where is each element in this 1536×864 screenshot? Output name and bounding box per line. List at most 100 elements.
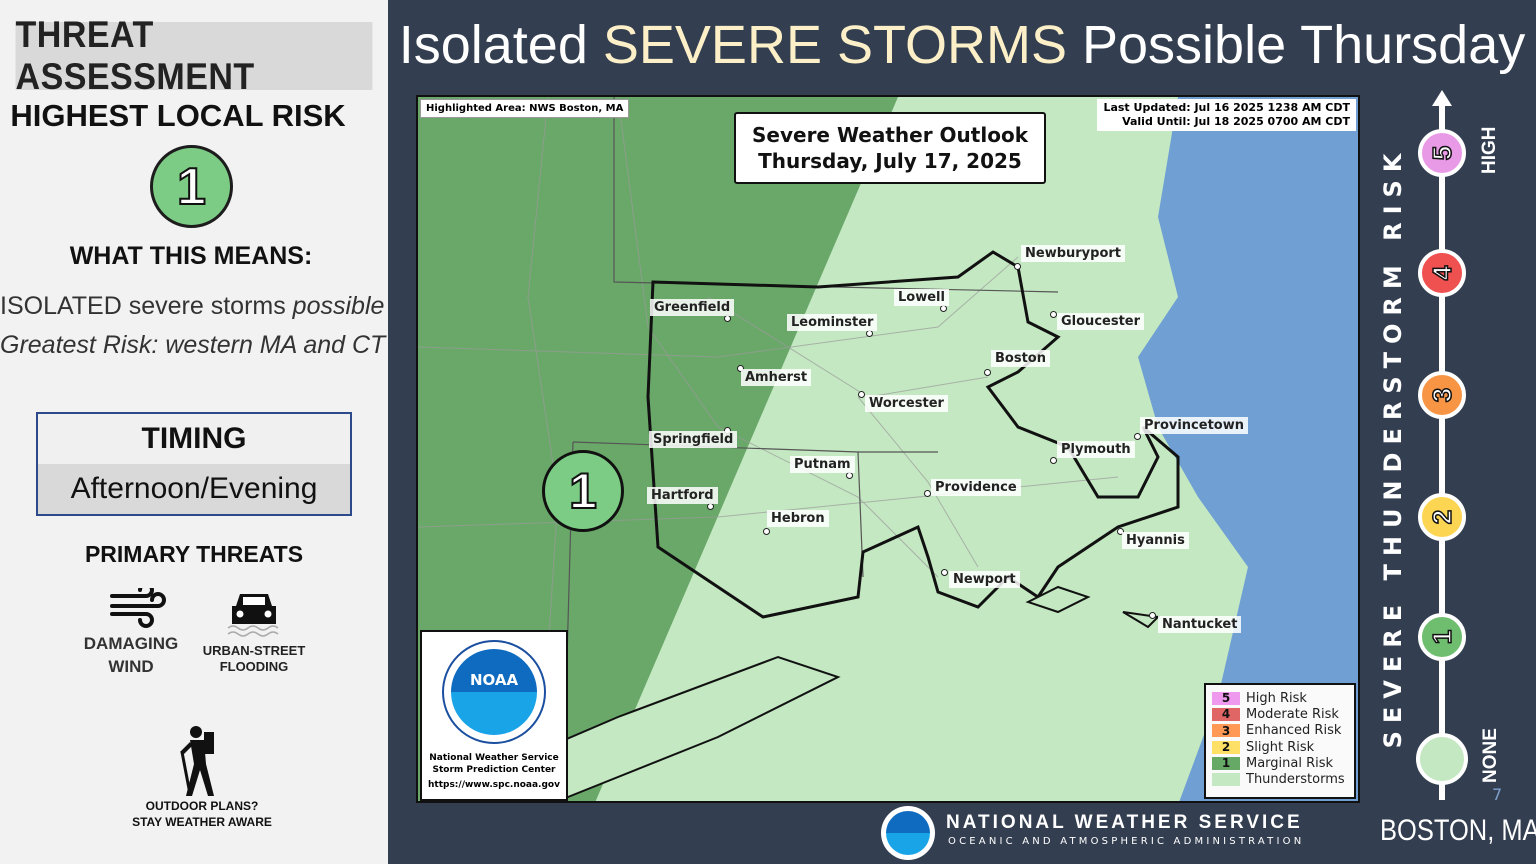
risk-level-5: 5 — [1418, 129, 1466, 177]
timing-box: TIMING Afternoon/Evening — [36, 412, 352, 516]
city-label: Springfield — [649, 431, 738, 448]
cwa-outline — [646, 250, 1180, 619]
city-label: Hyannis — [1122, 532, 1189, 549]
slide-title: Isolated SEVERE STORMS Possible Thursday — [388, 14, 1536, 76]
city-label: Gloucester — [1057, 313, 1145, 330]
city-dot — [940, 305, 947, 312]
outdoor-plans-text: OUTDOOR PLANS? STAY WEATHER AWARE — [110, 798, 294, 830]
city-dot — [984, 369, 991, 376]
city-dot — [763, 528, 770, 535]
map-risk-marker: 1 — [542, 450, 624, 532]
city-label: Greenfield — [650, 299, 735, 316]
highest-risk-badge: 1 — [150, 145, 233, 228]
legend-swatch: 2 — [1212, 740, 1240, 754]
what-this-means-label: WHAT THIS MEANS: — [69, 242, 313, 270]
city-label: Worcester — [865, 395, 948, 412]
primary-threats-label: PRIMARY THREATS — [84, 541, 304, 567]
threat-label-line: DAMAGING — [83, 634, 179, 653]
city-dot — [707, 503, 714, 510]
spc-text: Storm Prediction Center — [432, 765, 556, 775]
legend-item: Thunderstorms — [1212, 771, 1348, 787]
scale-title: SEVERE THUNDERSTORM RISK — [1379, 145, 1407, 749]
city-label: Nantucket — [1158, 616, 1242, 633]
legend-label: Thunderstorms — [1246, 772, 1345, 788]
legend-label: Marginal Risk — [1246, 755, 1334, 771]
urban-flooding-label: URBAN-STREET FLOODING — [200, 643, 308, 675]
highlighted-area-label: Highlighted Area: NWS Boston, MA — [420, 99, 630, 118]
noaa-logo: NOAA — [442, 640, 546, 744]
risk-level-4: 4 — [1418, 249, 1466, 297]
legend-item: 1 Marginal Risk — [1212, 755, 1348, 771]
risk-scale-line — [1439, 100, 1445, 800]
legend-item: 3 Enhanced Risk — [1212, 723, 1348, 739]
legend-swatch: 3 — [1212, 724, 1240, 738]
risk-level-2: 2 — [1418, 493, 1466, 541]
threat-label-line: URBAN-STREET — [202, 643, 306, 658]
outdoor-line: STAY WEATHER AWARE — [132, 815, 272, 829]
left-panel: THREAT ASSESSMENT HIGHEST LOCAL RISK 1 W… — [0, 0, 388, 864]
city-dot — [846, 472, 853, 479]
car-flood-icon — [227, 594, 279, 637]
highest-local-risk-label: HIGHEST LOCAL RISK — [10, 98, 346, 133]
risk-level-none — [1416, 733, 1468, 785]
threat-label-line: WIND — [108, 657, 154, 676]
legend-label: Enhanced Risk — [1246, 723, 1342, 739]
city-dot — [1014, 263, 1021, 270]
city-dot — [724, 315, 731, 322]
nws-name: NATIONAL WEATHER SERVICE — [946, 812, 1303, 833]
city-label: Hartford — [647, 487, 718, 504]
legend-label: Moderate Risk — [1246, 706, 1339, 722]
city-dot — [1050, 457, 1057, 464]
city-label: Newport — [949, 571, 1020, 588]
means-line-1: ISOLATED severe storms possible — [0, 292, 385, 321]
nws-text: National Weather Service — [429, 753, 559, 763]
city-dot — [858, 391, 865, 398]
legend-swatch: 1 — [1212, 756, 1240, 770]
city-label: Provincetown — [1140, 417, 1248, 434]
long-island — [474, 655, 841, 799]
city-dot — [924, 490, 931, 497]
spc-url[interactable]: https://www.spc.noaa.gov — [428, 780, 560, 790]
legend-label: Slight Risk — [1246, 739, 1315, 755]
city-label: Leominster — [787, 314, 878, 331]
legend-swatch — [1212, 773, 1240, 787]
city-label: Boston — [991, 350, 1050, 367]
damaging-wind-label: DAMAGING WIND — [80, 632, 182, 678]
city-label: Hebron — [767, 510, 829, 527]
risk-level-1: 1 — [1418, 613, 1466, 661]
legend-item: 4 Moderate Risk — [1212, 706, 1348, 722]
city-dot — [1117, 528, 1124, 535]
scale-high-label: HIGH — [1479, 126, 1500, 175]
outdoor-line: OUTDOOR PLANS? — [145, 799, 259, 813]
page-number: 7 — [1492, 785, 1503, 804]
threat-assessment-header: THREAT ASSESSMENT — [15, 14, 373, 97]
map-regions — [418, 97, 1358, 801]
title-part: Isolated — [398, 15, 603, 75]
city-dot — [1134, 433, 1141, 440]
nws-logo — [881, 806, 935, 860]
timing-value: Afternoon/Evening — [38, 464, 350, 514]
noaa-logo-text: NOAA — [451, 649, 537, 735]
means-italic: possible — [292, 292, 385, 320]
legend-item: 5 High Risk — [1212, 690, 1348, 706]
threat-label-line: FLOODING — [219, 659, 289, 674]
outlook-title: Severe Weather Outlook — [752, 123, 1028, 147]
legend-item: 2 Slight Risk — [1212, 739, 1348, 755]
outlook-title-box: Severe Weather Outlook Thursday, July 17,… — [734, 112, 1046, 184]
marginal-risk-region — [418, 97, 898, 801]
city-label: Putnam — [790, 456, 855, 473]
city-dot — [1149, 612, 1156, 619]
ocean-region — [1138, 97, 1358, 801]
risk-legend: 5 High Risk 4 Moderate Risk 3 Enhanced Risk 2 S… — [1204, 683, 1356, 799]
legend-swatch: 5 — [1212, 691, 1240, 705]
title-part: Possible Thursday — [1067, 15, 1526, 75]
legend-swatch: 4 — [1212, 707, 1240, 721]
city-dot — [737, 365, 744, 372]
scale-none-label: NONE — [1480, 728, 1501, 783]
city-label: Providence — [931, 479, 1021, 496]
valid-until: Valid Until: Jul 18 2025 0700 AM CDT — [1122, 115, 1350, 128]
validity-box: Last Updated: Jul 16 2025 1238 AM CDT Val… — [1097, 99, 1356, 131]
last-updated: Last Updated: Jul 16 2025 1238 AM CDT — [1103, 101, 1350, 114]
city-dot — [941, 569, 948, 576]
city-label: Plymouth — [1057, 441, 1135, 458]
